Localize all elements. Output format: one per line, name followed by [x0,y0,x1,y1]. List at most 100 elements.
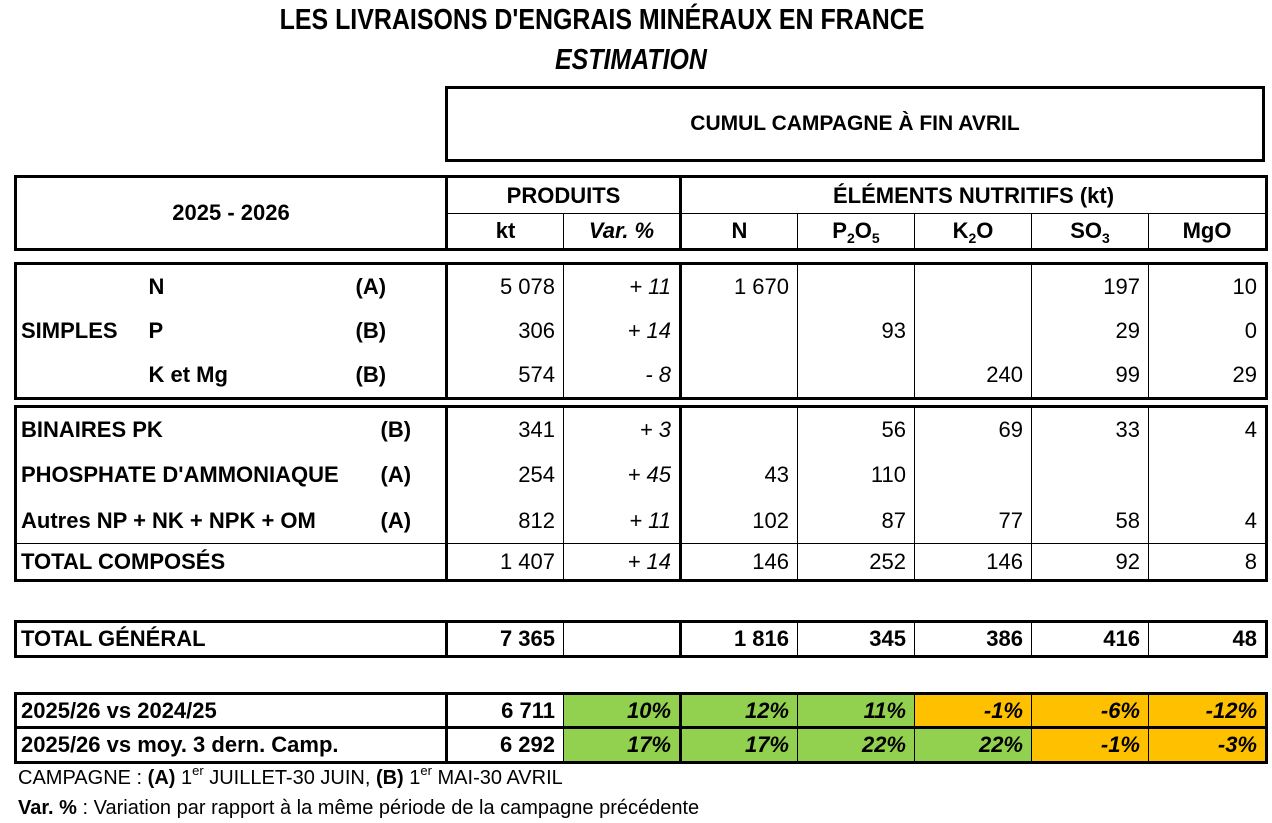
row-label: 2025/26 vs 2024/25 [15,693,448,728]
cell-so3: 197 [1031,263,1149,309]
cell-kt: 7 365 [446,621,564,657]
footnote-text: 1 [175,767,193,789]
footnote-sup: er [420,763,432,778]
cell-k2o: 386 [914,621,1032,657]
cell-k2o: 146 [914,543,1032,581]
cell-kt: 6 292 [446,727,564,763]
cell-kt: 574 [446,353,564,399]
cell-var: + 11 [563,498,682,544]
cell-k2o [914,452,1032,499]
footnote-var: Var. % : Variation par rapport à la même… [18,797,699,820]
row-campagne: (B) [380,406,448,453]
cell-mgo: 48 [1232,626,1257,651]
cell-n: 43 [680,452,798,499]
cell-k2o: 69 [914,406,1032,453]
cell-n: 1 816 [680,621,798,657]
cell-p2o5: 56 [797,406,915,453]
page-title: LES LIVRAISONS D'ENGRAIS MINÉRAUX EN FRA… [279,4,925,36]
cell-p2o5: 87 [797,498,915,544]
cell-so3: 92 [1031,543,1149,581]
cell-n: 1 670 [680,263,798,309]
table-row: BINAIRES PK (B) 341 + 3 56 69 33 4 [16,406,1267,453]
cell-var: 17% [563,727,682,763]
season-header: 2025 - 2026 [15,176,448,250]
cell-k2o: 240 [914,353,1032,399]
cell-kt: 6 711 [446,693,564,728]
elements-header: ÉLÉMENTS NUTRITIFS (kt) [680,176,1267,214]
row-label: TOTAL GÉNÉRAL [15,621,448,657]
footnote-text: CAMPAGNE : [18,767,148,789]
cell-so3: 33 [1031,406,1149,453]
footnote-code-b: (B) [375,767,404,789]
cell-k2o [914,263,1032,309]
kt-header: kt [446,213,564,250]
n-header: N [680,213,798,250]
table-row: 2025/26 vs 2024/25 6 711 10% 12% 11% -1%… [15,693,1267,728]
table-row: SIMPLES P (B) 306 + 14 93 29 0 [16,308,1267,354]
cell-mgo [1149,452,1267,498]
cell-mgo: -3% [1148,727,1267,763]
table-row: 2025/26 vs moy. 3 dern. Camp. 6 292 17% … [15,727,1267,763]
cell-var: + 45 [563,452,682,499]
cell-so3: 99 [1031,353,1149,399]
row-campagne: (A) [355,263,448,309]
cell-so3: -6% [1031,693,1149,728]
cell-p2o5: 345 [797,621,915,657]
cell-p2o5: 252 [797,543,915,581]
cell-n: 102 [680,498,798,544]
cell-kt: 812 [446,498,564,544]
footnote-campagne: CAMPAGNE : (A) 1er JUILLET-30 JUIN, (B) … [18,763,563,790]
cell-so3: 29 [1031,308,1149,354]
footnote-sup: er [192,763,204,778]
cell-kt: 306 [446,308,564,354]
cell-var: + 14 [563,308,682,354]
row-label: PHOSPHATE D'AMMONIAQUE [21,462,339,488]
row-label: P [148,318,164,343]
header-table: 2025 - 2026 PRODUITS ÉLÉMENTS NUTRITIFS … [14,175,1269,251]
table-row: TOTAL GÉNÉRAL 7 365 1 816 345 386 416 48 [15,621,1267,657]
row-label: 2025/26 vs moy. 3 dern. Camp. [15,727,448,763]
cell-mgo: 10 [1232,273,1257,299]
cell-so3 [1031,452,1149,499]
row-campagne: (B) [355,353,448,399]
cell-kt: 254 [446,452,564,499]
cell-k2o [914,308,1032,354]
footnote-var-label: Var. % [18,797,77,819]
produits-header: PRODUITS [446,176,682,214]
cell-var: + 11 [563,263,682,309]
total-general-table: TOTAL GÉNÉRAL 7 365 1 816 345 386 416 48 [14,620,1268,658]
composes-table: BINAIRES PK (B) 341 + 3 56 69 33 4 PHOSP… [14,405,1268,582]
cell-var [563,621,682,657]
mgo-header: MgO [1182,218,1232,243]
cell-n: 146 [680,543,798,581]
footnote-text: JUILLET-30 JUIN, [203,767,376,789]
table-row: N (A) 5 078 + 11 1 670 197 10 [16,263,1267,309]
cell-kt: 1 407 [446,543,564,581]
row-label: TOTAL COMPOSÉS [15,543,448,581]
page-subtitle: ESTIMATION [555,44,707,76]
so3-header: SO3 [1031,213,1149,250]
row-campagne: (A) [380,498,448,544]
cell-p2o5: 11% [797,693,915,728]
cell-n [680,308,798,354]
cell-n: 17% [680,727,798,763]
cell-var: + 3 [563,406,682,453]
row-campagne: (A) [380,452,448,499]
footnote-text: MAI-30 AVRIL [431,767,563,789]
cell-mgo: 29 [1232,362,1257,388]
table-row: Autres NP + NK + NPK + OM (A) 812 + 11 1… [16,498,1267,544]
cell-var: - 8 [563,353,682,399]
row-label: Autres NP + NK + NPK + OM [21,507,316,533]
cell-n [680,353,798,399]
cell-p2o5 [797,263,915,309]
cell-mgo: 8 [1244,548,1257,574]
cell-mgo: 4 [1244,507,1257,533]
cell-so3: -1% [1031,727,1149,763]
cell-var: 10% [563,693,682,728]
row-campagne: (B) [355,308,448,354]
footnote-text: : Variation par rapport à la même périod… [76,797,700,819]
comparison-table: 2025/26 vs 2024/25 6 711 10% 12% 11% -1%… [14,692,1268,764]
cell-so3: 416 [1031,621,1149,657]
table-row: PHOSPHATE D'AMMONIAQUE (A) 254 + 45 43 1… [16,452,1267,499]
table-row: K et Mg (B) 574 - 8 240 99 29 [16,353,1267,399]
